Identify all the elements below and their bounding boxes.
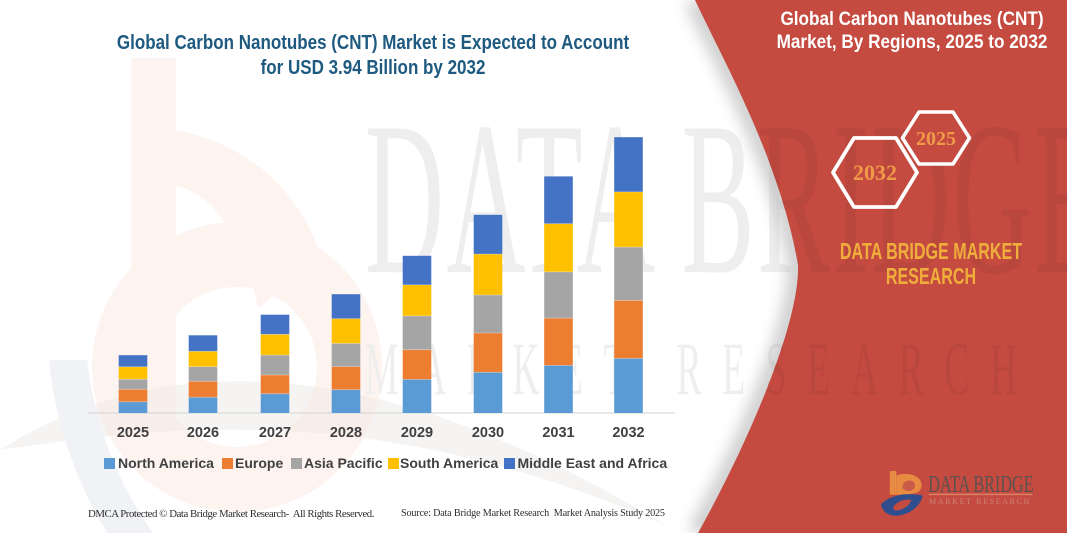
svg-text:2032: 2032 <box>853 160 897 185</box>
svg-text:MARKET RESEARCH: MARKET RESEARCH <box>929 497 1032 506</box>
svg-text:2025: 2025 <box>916 128 956 150</box>
svg-text:DATA BRIDGE: DATA BRIDGE <box>928 472 1033 498</box>
